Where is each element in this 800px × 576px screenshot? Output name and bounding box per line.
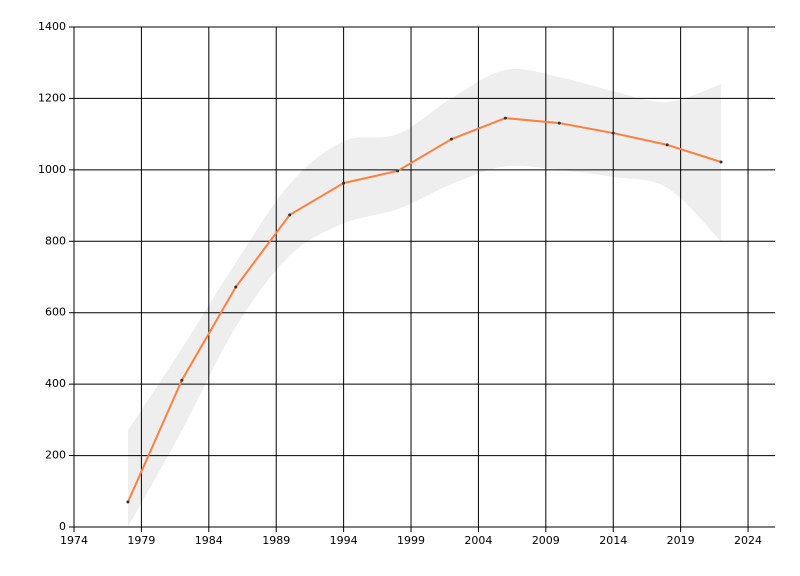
x-tick-label: 1989 bbox=[262, 534, 290, 547]
line bbox=[127, 117, 722, 503]
point bbox=[449, 137, 453, 141]
y-tick-label: 200 bbox=[45, 449, 66, 462]
y-tick-label: 1400 bbox=[38, 20, 66, 33]
point bbox=[342, 181, 346, 185]
x-tick-label: 2014 bbox=[599, 534, 627, 547]
point bbox=[288, 213, 292, 217]
x-tick-label: 1994 bbox=[330, 534, 358, 547]
point bbox=[503, 116, 507, 120]
y-tick-label: 1000 bbox=[38, 163, 66, 176]
point bbox=[126, 500, 130, 504]
x-tick-label: 2004 bbox=[464, 534, 492, 547]
point bbox=[719, 160, 723, 164]
x-tick-label: 1974 bbox=[60, 534, 88, 547]
y-tick-label: 1200 bbox=[38, 91, 66, 104]
point bbox=[180, 378, 184, 382]
point bbox=[234, 285, 238, 289]
y-tick-label: 400 bbox=[45, 377, 66, 390]
confidence-band bbox=[127, 68, 722, 527]
y-tick-label: 0 bbox=[59, 520, 66, 533]
point bbox=[665, 143, 669, 147]
x-tick-label: 1999 bbox=[397, 534, 425, 547]
x-tick-label: 2019 bbox=[667, 534, 695, 547]
x-tick-label: 1984 bbox=[195, 534, 223, 547]
x-tick-label: 2009 bbox=[532, 534, 560, 547]
y-tick-label: 800 bbox=[45, 234, 66, 247]
point bbox=[396, 169, 400, 173]
point bbox=[557, 121, 561, 125]
y-tick-label: 600 bbox=[45, 306, 66, 319]
point bbox=[611, 131, 615, 135]
x-tick-label: 2024 bbox=[734, 534, 762, 547]
x-tick-label: 1979 bbox=[127, 534, 155, 547]
